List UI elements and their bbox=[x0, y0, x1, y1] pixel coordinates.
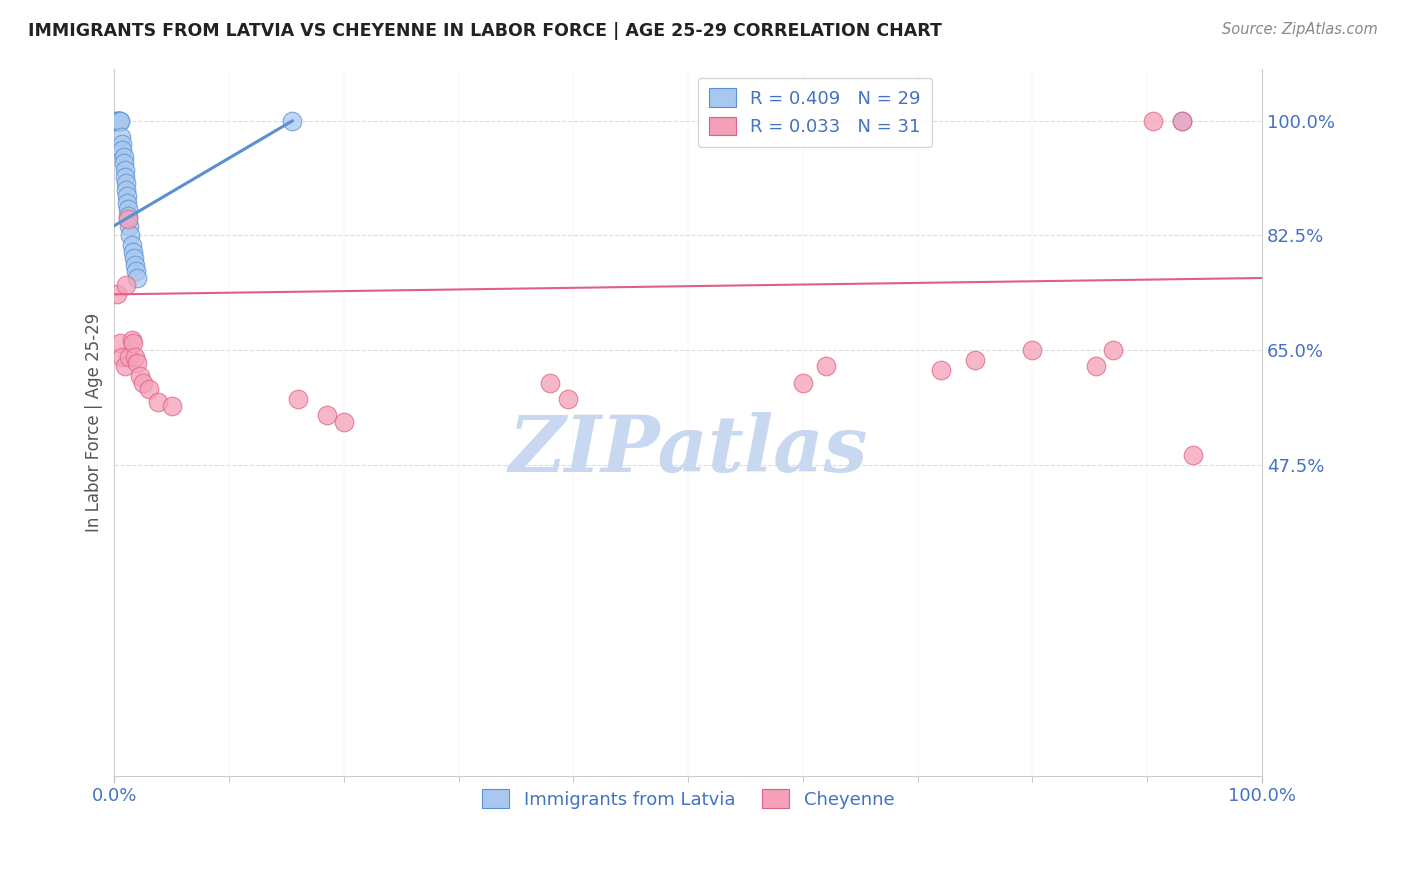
Point bbox=[160, 399, 183, 413]
Point bbox=[122, 252, 145, 266]
Point bbox=[108, 336, 131, 351]
Point bbox=[121, 238, 143, 252]
Point bbox=[127, 356, 149, 370]
Legend: Immigrants from Latvia, Cheyenne: Immigrants from Latvia, Cheyenne bbox=[475, 782, 901, 816]
Point bbox=[127, 271, 149, 285]
Point bbox=[557, 392, 579, 406]
Point bbox=[120, 228, 142, 243]
Point bbox=[121, 244, 143, 259]
Point bbox=[117, 209, 139, 223]
Point bbox=[111, 144, 134, 158]
Point bbox=[108, 114, 131, 128]
Point bbox=[146, 395, 169, 409]
Point bbox=[114, 169, 136, 184]
Point bbox=[115, 277, 138, 292]
Point bbox=[1170, 114, 1192, 128]
Point bbox=[104, 114, 127, 128]
Point bbox=[929, 362, 952, 376]
Point bbox=[117, 202, 139, 217]
Point bbox=[118, 219, 141, 233]
Point bbox=[287, 392, 309, 406]
Point bbox=[1142, 114, 1164, 128]
Y-axis label: In Labor Force | Age 25-29: In Labor Force | Age 25-29 bbox=[86, 312, 103, 532]
Point bbox=[107, 114, 129, 128]
Point bbox=[1084, 359, 1107, 374]
Point bbox=[115, 195, 138, 210]
Point bbox=[108, 114, 131, 128]
Point bbox=[105, 287, 128, 301]
Point bbox=[112, 156, 135, 170]
Point bbox=[1170, 114, 1192, 128]
Point bbox=[1182, 448, 1205, 462]
Point bbox=[121, 336, 143, 351]
Point bbox=[132, 376, 155, 390]
Point bbox=[315, 409, 337, 423]
Point bbox=[1101, 343, 1123, 357]
Point bbox=[111, 350, 134, 364]
Point bbox=[124, 350, 146, 364]
Point bbox=[281, 114, 304, 128]
Point bbox=[115, 176, 138, 190]
Point bbox=[963, 352, 986, 367]
Point bbox=[121, 333, 143, 347]
Point bbox=[112, 150, 135, 164]
Point bbox=[105, 114, 128, 128]
Point bbox=[128, 369, 150, 384]
Point bbox=[138, 382, 160, 396]
Point bbox=[333, 415, 356, 429]
Point bbox=[540, 376, 562, 390]
Point bbox=[110, 130, 132, 145]
Point bbox=[114, 163, 136, 178]
Point bbox=[114, 359, 136, 374]
Point bbox=[111, 136, 134, 151]
Point bbox=[108, 114, 131, 128]
Point bbox=[125, 264, 148, 278]
Point bbox=[115, 189, 138, 203]
Point bbox=[118, 350, 141, 364]
Text: Source: ZipAtlas.com: Source: ZipAtlas.com bbox=[1222, 22, 1378, 37]
Text: ZIPatlas: ZIPatlas bbox=[509, 412, 868, 489]
Point bbox=[117, 212, 139, 227]
Point bbox=[1021, 343, 1043, 357]
Point bbox=[792, 376, 814, 390]
Point bbox=[115, 183, 138, 197]
Text: IMMIGRANTS FROM LATVIA VS CHEYENNE IN LABOR FORCE | AGE 25-29 CORRELATION CHART: IMMIGRANTS FROM LATVIA VS CHEYENNE IN LA… bbox=[28, 22, 942, 40]
Point bbox=[124, 258, 146, 272]
Point bbox=[814, 359, 837, 374]
